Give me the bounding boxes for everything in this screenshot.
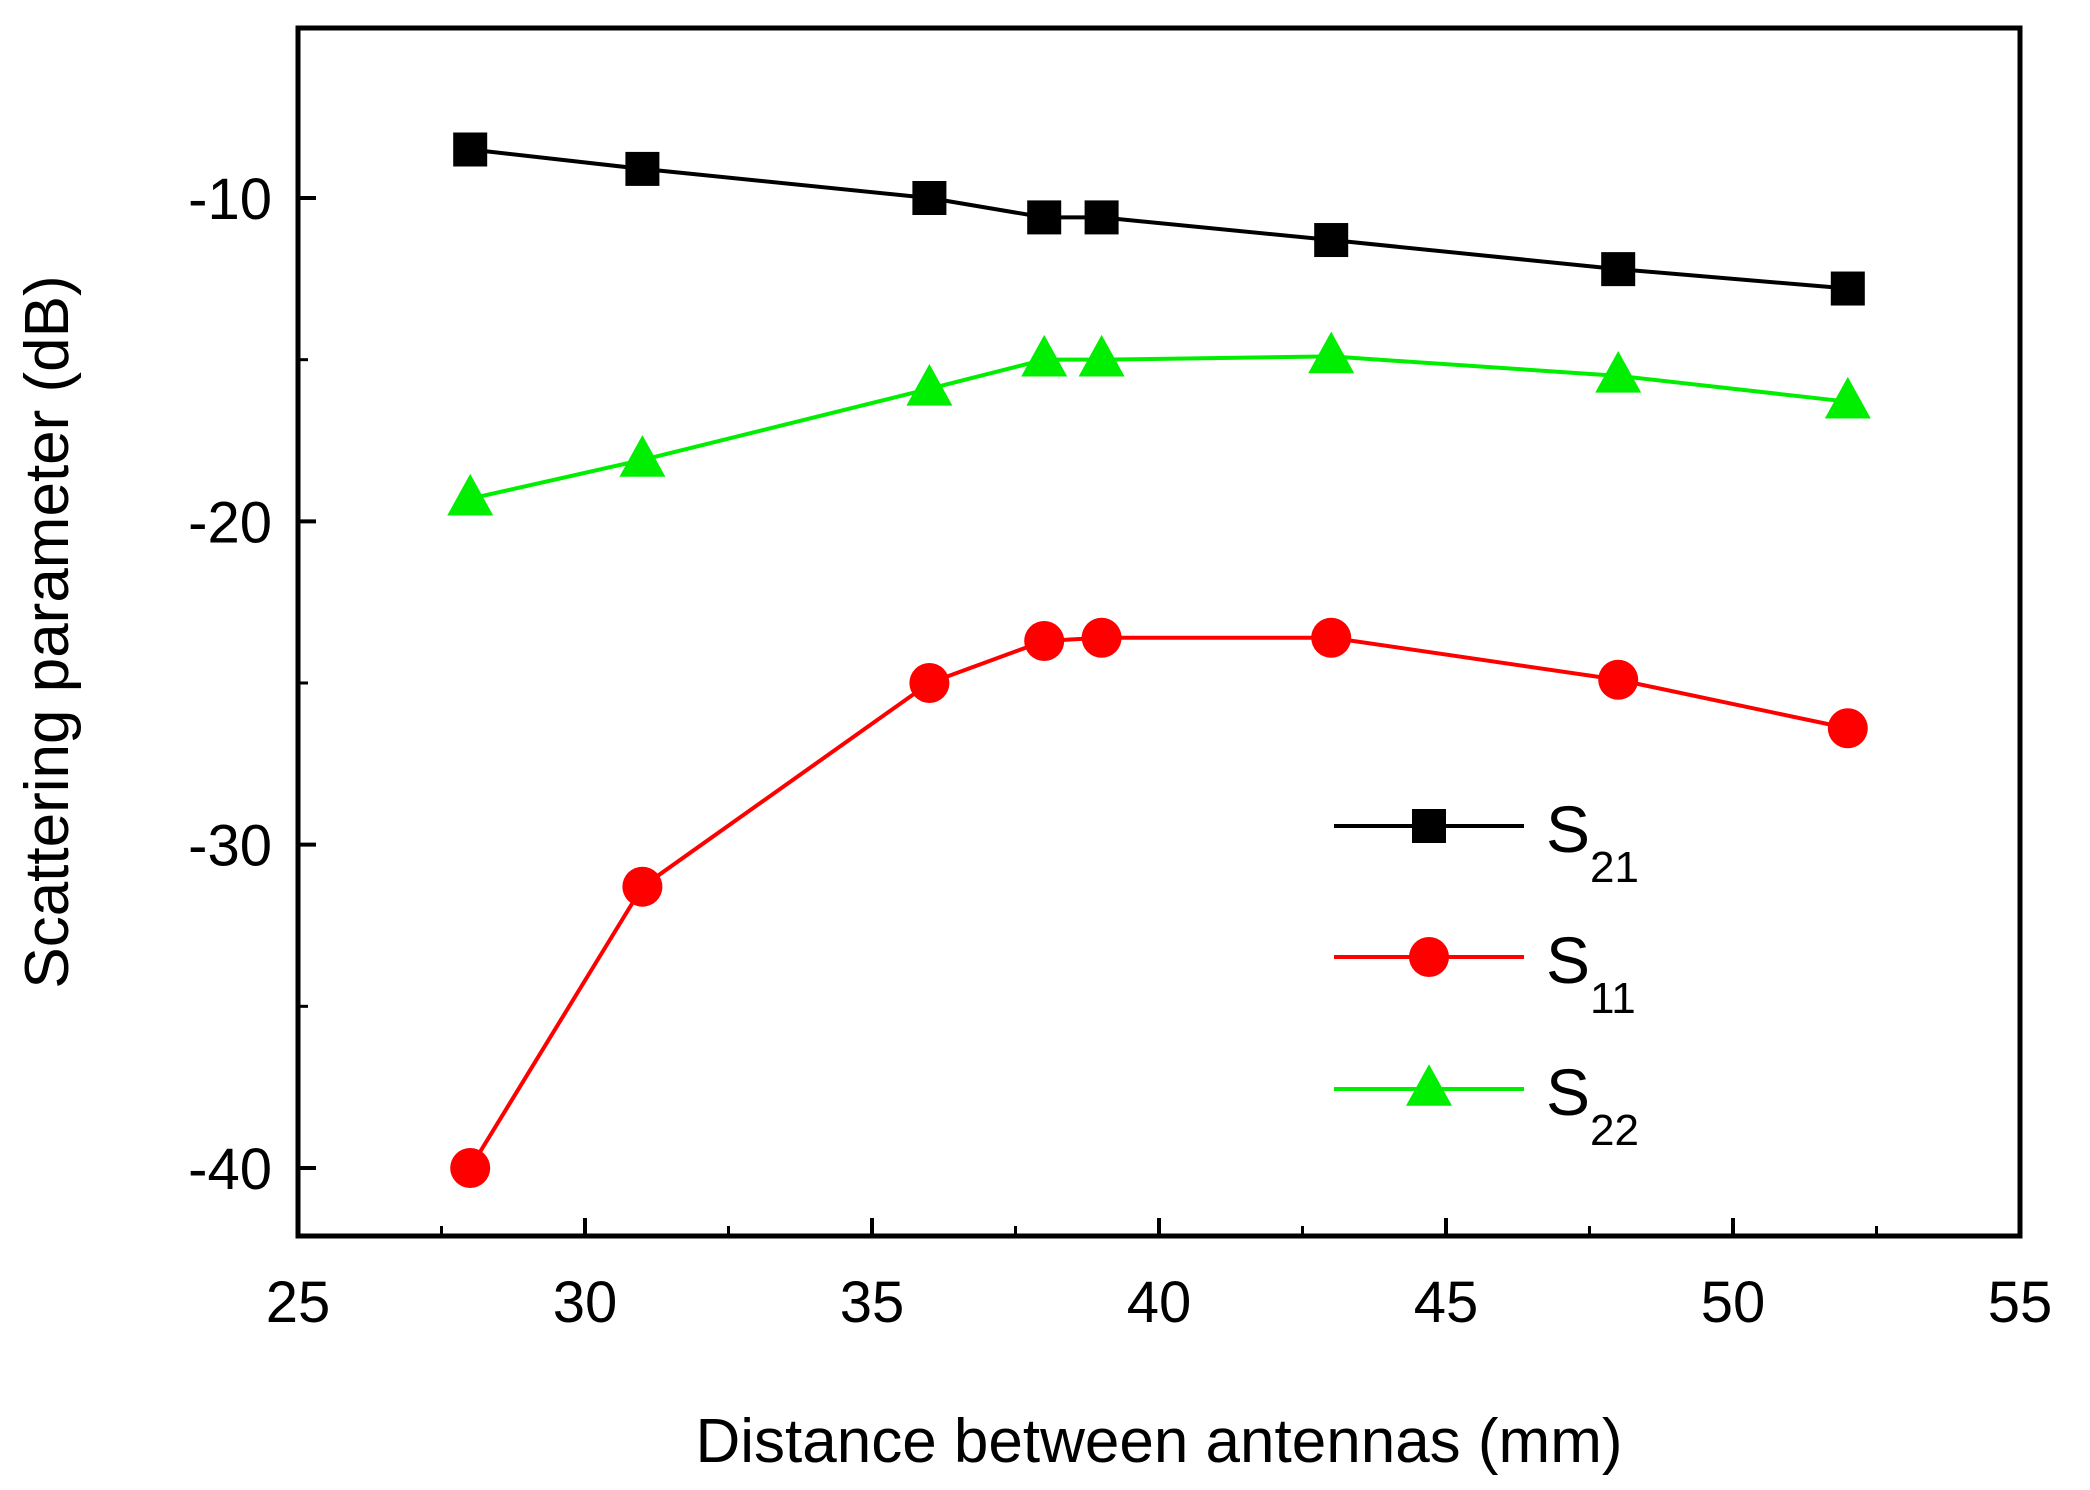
legend-label: S22 (1546, 1055, 1639, 1155)
legend-label-main: S (1546, 792, 1590, 866)
marker-square-S21 (453, 132, 488, 167)
legend-item-S11: S11 (1334, 923, 1636, 1023)
marker-square-S21 (1314, 223, 1349, 258)
series-S22 (447, 331, 1871, 516)
marker-circle-legend (1409, 937, 1449, 977)
marker-triangle-S22 (1021, 334, 1068, 377)
legend-label-subscript: 21 (1590, 843, 1639, 892)
x-tick-label: 30 (553, 1270, 618, 1335)
series-line-S11 (468, 635, 1849, 1170)
marker-triangle-S22 (1595, 351, 1642, 393)
x-axis-title: Distance between antennas (mm) (695, 1407, 1622, 1476)
y-axis-title: Scattering parameter (dB) (13, 275, 82, 988)
y-tick-label: -40 (188, 1137, 272, 1202)
marker-circle-S11 (1311, 617, 1352, 658)
marker-triangle-S22 (447, 473, 494, 516)
marker-circle-S11 (622, 866, 663, 907)
marker-triangle-S22 (1824, 376, 1871, 419)
legend-label-main: S (1546, 1055, 1590, 1129)
y-tick-label: -10 (188, 167, 272, 232)
marker-square-S21 (1084, 200, 1119, 235)
marker-square-legend (1412, 809, 1446, 843)
legend-item-S22: S22 (1334, 1055, 1639, 1155)
marker-triangle-S22 (1078, 334, 1125, 377)
x-tick-label: 55 (1988, 1270, 2053, 1335)
marker-circle-S11 (1827, 708, 1868, 749)
marker-triangle-S22 (619, 435, 666, 477)
marker-square-S21 (1027, 200, 1062, 235)
x-tick-label: 25 (266, 1270, 331, 1335)
series-line-S21 (469, 147, 1848, 291)
marker-circle-S11 (1024, 620, 1065, 661)
marker-circle-S11 (450, 1147, 491, 1188)
x-tick-label: 40 (1127, 1270, 1192, 1335)
marker-circle-S11 (909, 662, 950, 703)
y-tick-label: -20 (188, 490, 272, 555)
legend-label: S11 (1546, 923, 1636, 1023)
marker-circle-S11 (1598, 659, 1639, 700)
legend-label-main: S (1546, 923, 1590, 997)
legend-item-S21: S21 (1334, 792, 1639, 892)
marker-triangle-S22 (906, 363, 953, 406)
series-S11 (450, 617, 1868, 1188)
x-tick-label: 45 (1414, 1270, 1479, 1335)
y-axis-ticks: -10 -20 -30 -40 (188, 167, 316, 1202)
legend-label-subscript: 11 (1590, 974, 1636, 1023)
plot-frame (295, 25, 2023, 1239)
x-tick-label: 50 (1701, 1270, 1766, 1335)
marker-circle-S11 (1081, 617, 1122, 658)
series-line-S22 (469, 354, 1849, 501)
x-axis-ticks: 25 30 35 40 45 50 55 (266, 1218, 2053, 1335)
marker-triangle-legend (1406, 1064, 1452, 1106)
marker-square-S21 (1601, 252, 1636, 287)
y-tick-label: -30 (188, 814, 272, 879)
legend-label: S21 (1546, 792, 1639, 892)
legend-label-subscript: 22 (1590, 1106, 1639, 1155)
marker-triangle-S22 (1308, 331, 1355, 374)
data-series (447, 132, 1871, 1188)
x-tick-label: 35 (840, 1270, 905, 1335)
marker-square-S21 (1830, 271, 1865, 306)
marker-square-S21 (912, 181, 947, 215)
marker-square-S21 (625, 151, 660, 186)
series-S21 (453, 132, 1865, 306)
